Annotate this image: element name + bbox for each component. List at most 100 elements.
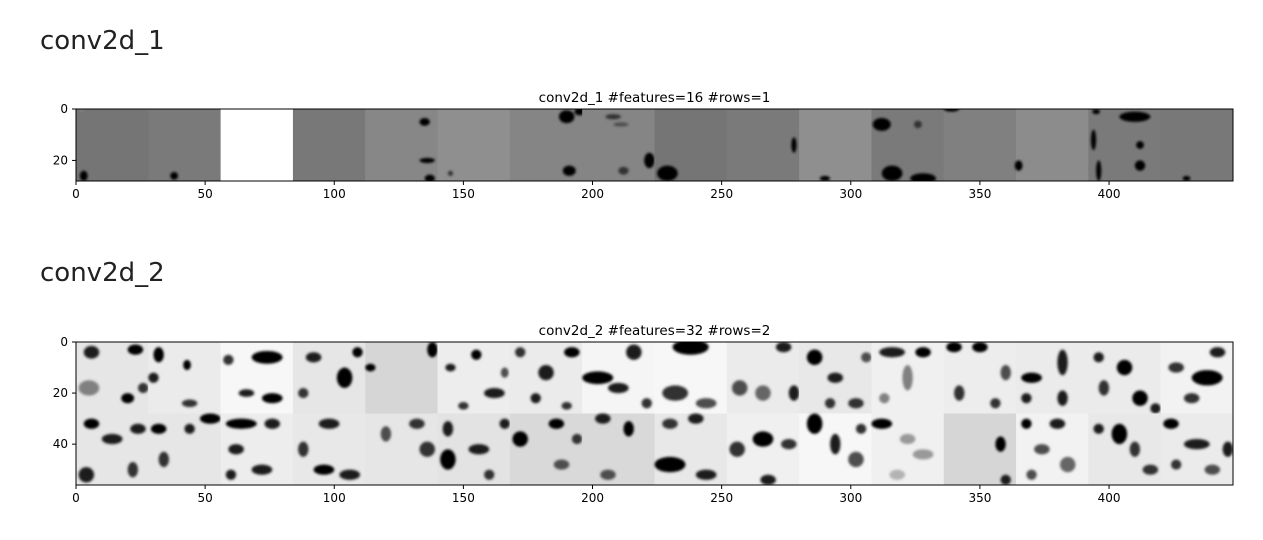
activation-blob	[83, 418, 100, 429]
activation-blob	[910, 173, 936, 181]
activation-blob	[419, 441, 435, 457]
activation-blob	[752, 431, 774, 447]
activation-blob	[695, 398, 717, 409]
activation-blob	[442, 421, 454, 437]
activation-blob	[1111, 423, 1128, 445]
activation-blob	[553, 459, 570, 470]
activation-blob	[775, 342, 792, 353]
x-tick-label: 250	[710, 491, 733, 505]
activation-blob	[500, 367, 509, 378]
activation-blob	[468, 444, 490, 455]
activation-blob	[1209, 347, 1226, 358]
activation-blob	[881, 165, 903, 181]
feature-map-tile	[582, 109, 655, 181]
activation-blob	[223, 354, 234, 365]
section-heading-conv2d-1: conv2d_1	[40, 26, 165, 56]
activation-blob	[995, 436, 1006, 452]
activation-blob	[1093, 423, 1104, 434]
activation-blob	[1129, 441, 1141, 457]
feature-map-tile	[292, 109, 366, 181]
activation-blob	[170, 172, 179, 180]
activation-blob	[150, 423, 167, 434]
activation-blob	[871, 418, 893, 429]
activation-blob	[199, 413, 221, 424]
activation-blob	[574, 109, 585, 116]
activation-blob	[365, 363, 376, 372]
activation-blob	[1168, 362, 1184, 373]
x-tick-label: 200	[581, 491, 604, 505]
activation-blob	[298, 441, 309, 457]
chart-title: conv2d_2 #features=32 #rows=2	[539, 323, 771, 339]
activation-blob	[830, 433, 841, 455]
feature-map-tile	[943, 109, 1017, 181]
activation-blob	[872, 118, 891, 131]
x-tick-label: 100	[323, 491, 346, 505]
activation-blob	[1057, 390, 1068, 406]
feature-tiles	[76, 109, 1233, 181]
activation-blob	[1014, 160, 1023, 171]
activation-blob	[561, 402, 572, 410]
feature-map-tile	[726, 342, 800, 414]
activation-blob	[127, 344, 144, 355]
feature-tiles	[76, 342, 1233, 485]
activation-blob	[1182, 175, 1191, 181]
activation-blob	[902, 364, 913, 391]
activation-blob	[424, 174, 435, 181]
activation-blob	[1098, 380, 1110, 396]
activation-blob	[879, 393, 890, 404]
activation-blob	[879, 347, 906, 358]
activation-blob	[562, 165, 576, 176]
activation-blob	[644, 152, 655, 169]
activation-blob	[515, 347, 526, 358]
chart-conv2d-1: conv2d_1 #features=16 #rows=1 0 50 100 150 20…	[53, 90, 1234, 201]
activation-blob	[130, 423, 146, 434]
activation-blob	[1021, 393, 1032, 404]
feature-map-tile	[509, 413, 583, 485]
activation-blob	[305, 352, 322, 363]
activation-blob	[912, 449, 934, 460]
activation-blob	[731, 380, 748, 396]
axes-frame	[75, 341, 1234, 486]
activation-blob	[127, 462, 138, 478]
activation-blob	[251, 464, 273, 475]
activation-blob	[1096, 160, 1102, 181]
activation-blob	[261, 393, 283, 404]
activation-blob	[1093, 352, 1104, 363]
activation-blob	[78, 109, 85, 112]
activation-blob	[499, 418, 510, 429]
feature-map-tile	[726, 109, 800, 181]
feature-map-tile	[943, 413, 1017, 485]
activation-blob	[1092, 109, 1100, 115]
x-tick-label: 150	[452, 187, 475, 201]
activation-blob	[419, 157, 435, 163]
axes-frame	[75, 108, 1234, 182]
activation-blob	[613, 122, 629, 127]
activation-blob	[1142, 464, 1159, 475]
activation-blob	[1132, 390, 1148, 406]
feature-map-tile	[365, 342, 439, 414]
activation-blob	[819, 175, 831, 181]
activation-blob	[137, 382, 149, 394]
activation-blob	[352, 347, 363, 358]
activation-blob	[1049, 418, 1066, 429]
activation-blob	[458, 402, 469, 410]
activation-blob	[1150, 403, 1161, 414]
activation-blob	[605, 114, 621, 120]
chart-conv2d-2: conv2d_2 #features=32 #rows=2 0 50 100 150 20…	[53, 323, 1234, 505]
activation-blob	[1000, 474, 1011, 485]
activation-blob	[861, 352, 872, 363]
activation-blob	[251, 350, 283, 364]
activation-blob	[558, 110, 575, 124]
activation-blob	[419, 118, 430, 126]
activation-blob	[181, 399, 198, 408]
activation-blob	[564, 347, 580, 358]
activation-blob	[548, 418, 565, 429]
activation-blob	[781, 439, 797, 450]
activation-blob	[78, 380, 100, 396]
activation-blob	[1059, 456, 1076, 473]
activation-blob	[484, 469, 495, 480]
x-tick-label: 400	[1098, 187, 1121, 201]
activation-blob	[618, 166, 629, 175]
activation-blob	[571, 433, 583, 445]
activation-blob	[339, 469, 361, 480]
